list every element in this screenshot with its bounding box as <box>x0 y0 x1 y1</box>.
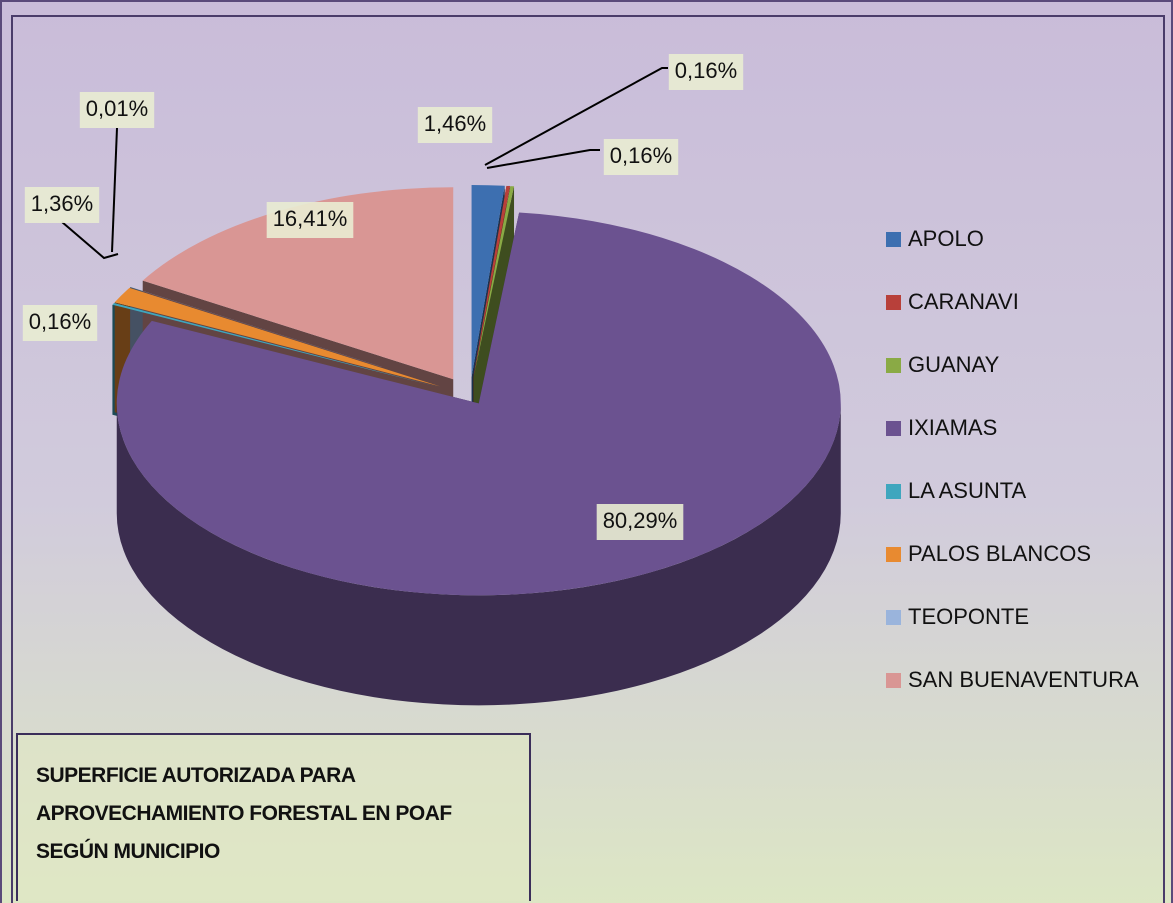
data-label: 0,01% <box>86 96 148 121</box>
data-label-bg <box>417 107 493 143</box>
legend-swatch <box>886 421 901 436</box>
legend-label: LA ASUNTA <box>908 478 1027 503</box>
slice <box>473 185 511 378</box>
legend-swatch <box>886 358 901 373</box>
legend-label: SAN BUENAVENTURA <box>908 667 1139 692</box>
legend-label: GUANAY <box>908 352 1000 377</box>
slice <box>471 184 505 377</box>
legend-label: PALOS BLANCOS <box>908 541 1091 566</box>
data-label: 1,36% <box>31 191 93 216</box>
legend-label: IXIAMAS <box>908 415 997 440</box>
slice <box>112 303 440 388</box>
leader-line <box>111 127 118 253</box>
data-label-bg <box>266 202 354 238</box>
legend-swatch <box>886 232 901 247</box>
data-label-bg <box>22 305 98 341</box>
legend-swatch <box>886 673 901 688</box>
data-label-bg <box>24 187 100 223</box>
legend-label: TEOPONTE <box>908 604 1029 629</box>
leader-line <box>61 221 119 260</box>
slice <box>142 187 454 380</box>
data-label-bg <box>79 92 155 128</box>
slice <box>130 287 441 386</box>
legend-swatch <box>886 610 901 625</box>
leader-line <box>484 67 668 166</box>
legend-swatch <box>886 295 901 310</box>
slice-side <box>116 403 841 706</box>
data-label: 80,29% <box>603 508 678 533</box>
chart-title: SUPERFICIE AUTORIZADA PARA APROVECHAMIEN… <box>16 733 531 901</box>
data-label: 0,16% <box>29 309 91 334</box>
data-label-bg <box>596 504 684 540</box>
data-label-bg <box>603 139 679 175</box>
data-label: 0,16% <box>610 143 672 168</box>
legend-swatch <box>886 484 901 499</box>
data-label-bg <box>668 54 744 90</box>
slice <box>116 212 841 596</box>
leader-line <box>486 149 600 169</box>
slice <box>114 287 441 387</box>
legend-swatch <box>886 547 901 562</box>
slice <box>473 186 515 378</box>
data-label: 0,16% <box>675 58 737 83</box>
data-label: 16,41% <box>273 206 348 231</box>
legend-label: APOLO <box>908 226 984 251</box>
legend-label: CARANAVI <box>908 289 1019 314</box>
data-label: 1,46% <box>424 111 486 136</box>
plot-border <box>11 15 1165 903</box>
